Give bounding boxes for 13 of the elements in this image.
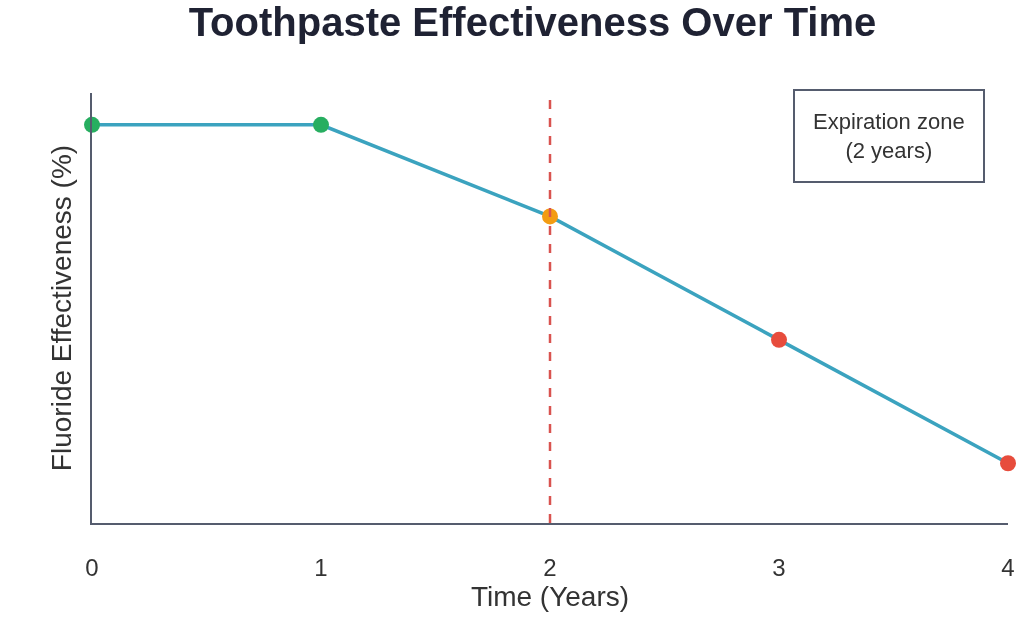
x-tick-label: 1	[314, 553, 328, 581]
x-tick-label: 2	[543, 553, 557, 581]
x-tick-label: 0	[85, 553, 99, 581]
point	[313, 116, 329, 133]
annotation: Expiration zone (2 years)	[813, 109, 965, 163]
point	[1000, 455, 1016, 472]
y-axis-title: Fluoride Effectiveness (%)	[46, 144, 78, 472]
chart-title: Toothpaste Effectiveness Over Time	[188, 0, 877, 44]
point	[771, 331, 787, 348]
x-tick-label: 3	[772, 553, 786, 581]
x-axis-title: Time (Years)	[470, 580, 630, 612]
x-tick-label: 4	[1001, 553, 1015, 581]
point	[542, 208, 558, 225]
